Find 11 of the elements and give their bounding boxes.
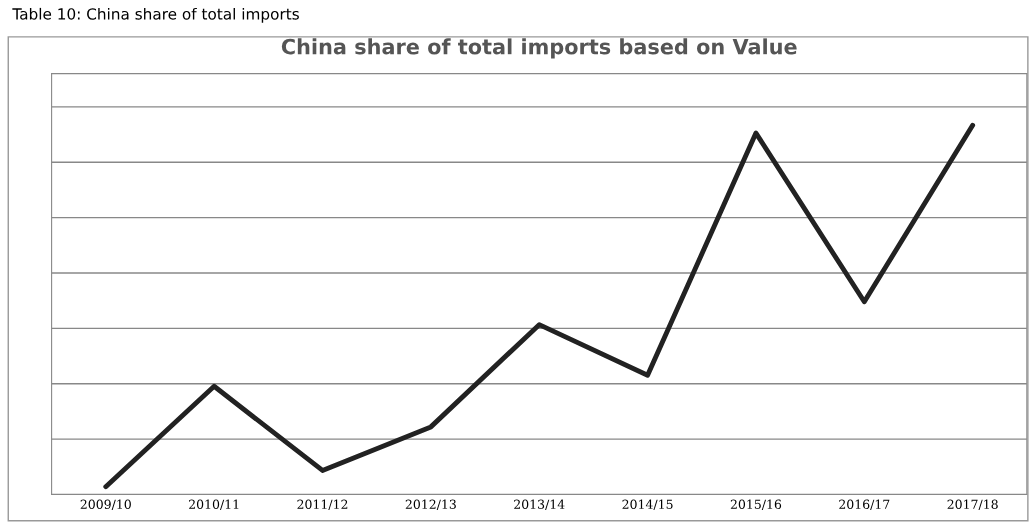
x-tick-label: 2009/10	[80, 499, 131, 510]
x-tick-label: 2014/15	[622, 499, 673, 510]
x-tick-label: 2015/16	[730, 499, 782, 510]
x-tick-label: 2017/18	[947, 499, 998, 510]
x-tick-label: 2016/17	[839, 499, 890, 510]
chart-title: China share of total imports based on Value	[281, 38, 797, 59]
x-tick-label: 2010/11	[189, 499, 239, 510]
x-tick-label: 2011/12	[297, 499, 348, 510]
x-tick-label: 2013/14	[514, 499, 565, 510]
caption: Table 10: China share of total imports	[12, 7, 299, 23]
x-tick-label: 2012/13	[405, 499, 456, 510]
